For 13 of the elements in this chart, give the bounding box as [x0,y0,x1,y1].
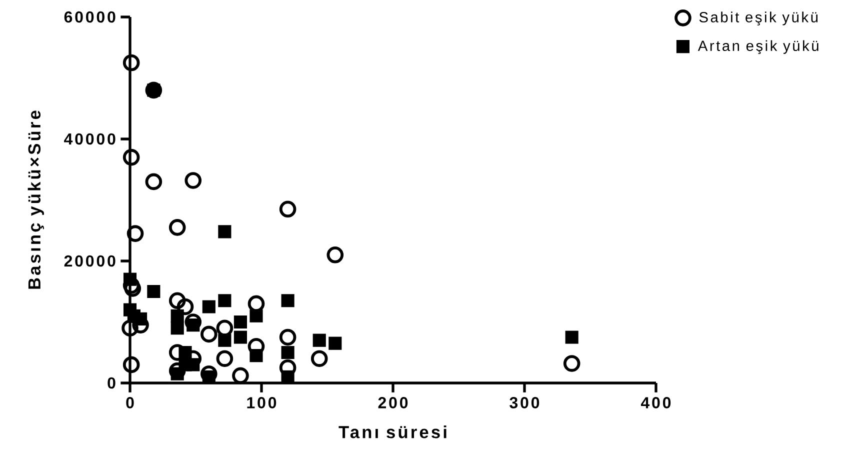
x-tick-label: 200 [378,397,408,408]
y-axis-title: Basınç yükü×Süre [28,110,44,289]
x-axis-title: Tanı süresi [338,426,446,438]
y-tick-label: 20000 [64,255,116,267]
y-tick-label: 0 [108,377,116,389]
legend-label: Artan eşik yükü [698,40,818,54]
x-tick-label: 300 [510,397,540,408]
x-tick-label: 400 [640,397,671,408]
y-tick-label: 40000 [64,133,116,145]
x-tick-label: 100 [247,397,276,408]
legend-label: Sabit eşik yükü [699,12,818,26]
x-tick-label: 0 [126,397,134,408]
y-tick-label: 60000 [64,11,116,23]
